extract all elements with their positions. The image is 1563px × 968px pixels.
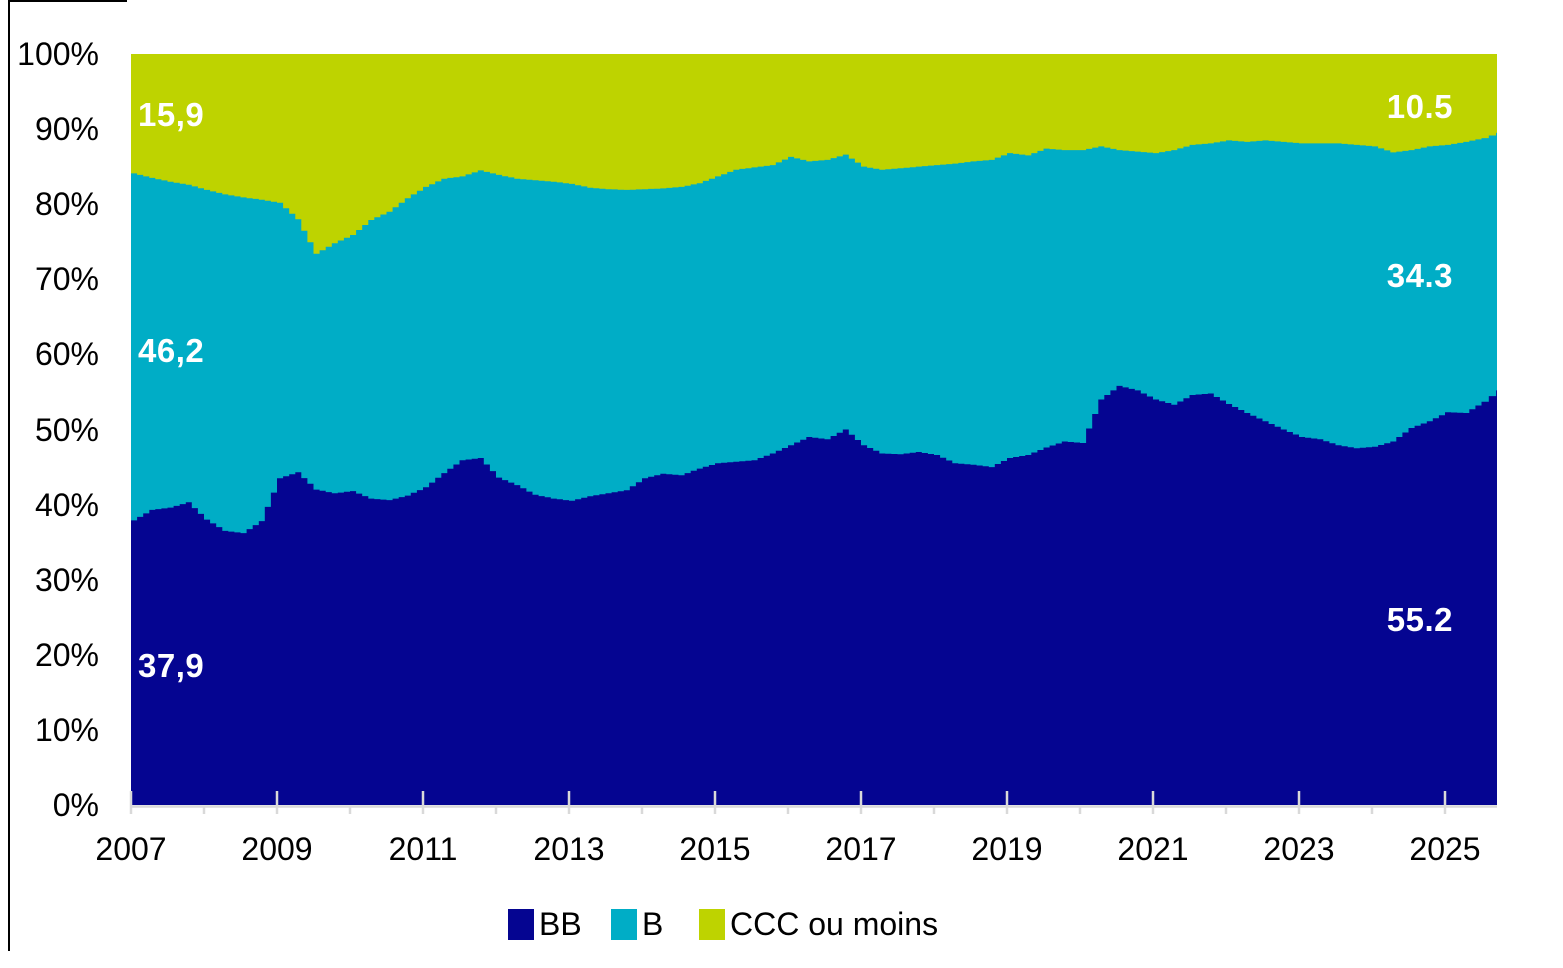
y-axis-tick-label: 10% — [34, 711, 99, 748]
value-label-ccc-start: 15,9 — [138, 96, 205, 133]
value-label-b-start: 46,2 — [138, 332, 205, 369]
y-axis-tick-label: 90% — [34, 111, 99, 148]
legend: BB B CCC ou moins — [0, 903, 1563, 949]
x-axis-tick-label: 2011 — [388, 831, 458, 867]
legend-label-ccc: CCC ou moins — [730, 906, 939, 942]
x-axis-tick-label: 2019 — [971, 831, 1043, 867]
y-axis-tick-label: 20% — [34, 636, 99, 673]
legend-item-ccc: CCC ou moins — [699, 903, 938, 945]
x-axis-tick-label: 2017 — [825, 831, 897, 867]
y-axis-tick-label: 70% — [34, 261, 99, 298]
y-axis-tick-label: 60% — [34, 336, 99, 373]
y-axis-tick-label: 80% — [34, 186, 99, 223]
y-axis-tick-label: 100% — [17, 36, 99, 72]
x-axis-tick-label: 2021 — [1117, 831, 1189, 867]
legend-label-bb: BB — [539, 906, 582, 942]
y-axis-tick-label: 40% — [34, 486, 99, 523]
legend-item-bb: BB — [508, 903, 582, 945]
value-label-bb-end: 55.2 — [1386, 601, 1453, 638]
x-axis-tick-label: 2015 — [679, 831, 751, 867]
legend-item-b: B — [611, 903, 663, 945]
y-axis-tick-label: 50% — [34, 411, 99, 448]
legend-label-b: B — [642, 906, 664, 942]
value-label-b-end: 34.3 — [1386, 257, 1453, 294]
x-axis-tick-label: 2009 — [241, 831, 313, 867]
x-axis-tick-label: 2023 — [1263, 831, 1335, 867]
legend-swatch-b — [611, 908, 637, 940]
legend-swatch-bb — [508, 908, 534, 940]
y-axis-tick-label: 30% — [34, 561, 99, 598]
y-axis-tick-label: 0% — [52, 787, 99, 823]
x-axis-tick-label: 2025 — [1409, 831, 1481, 867]
y-axis: 0% 10% 20% 30% 40% 50% 60% 70% 80% 90% 100% — [0, 0, 99, 968]
x-axis-tick-label: 2007 — [95, 831, 167, 867]
value-label-bb-start: 37,9 — [138, 647, 205, 684]
figure-top-border — [8, 0, 127, 2]
x-axis-tick-label: 2013 — [533, 831, 605, 867]
figure-left-border — [8, 0, 10, 951]
legend-swatch-ccc — [699, 908, 725, 940]
area-bb — [131, 385, 1497, 805]
value-label-ccc-end: 10.5 — [1386, 88, 1453, 125]
